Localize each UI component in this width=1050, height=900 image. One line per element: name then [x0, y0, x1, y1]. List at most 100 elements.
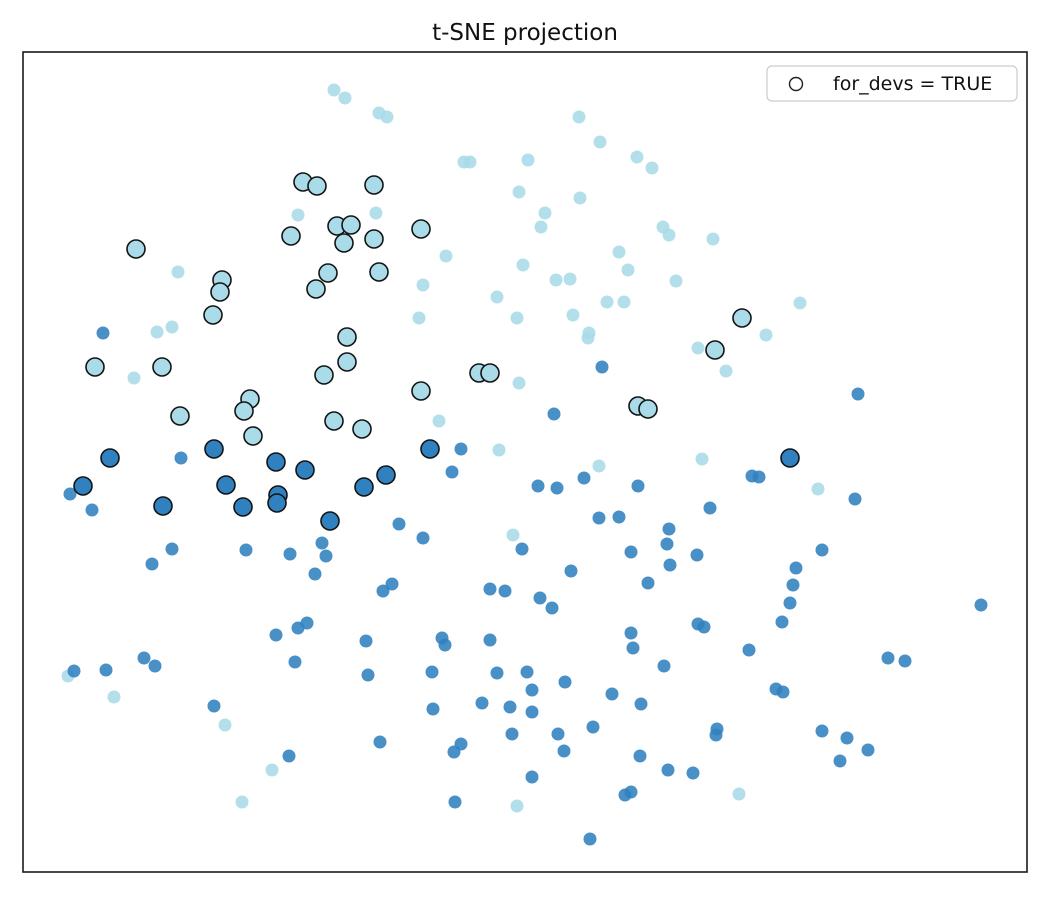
- data-point: [438, 638, 452, 652]
- data-point-for-devs-true: [352, 419, 372, 439]
- data-point: [581, 331, 595, 345]
- data-point: [881, 651, 895, 665]
- data-point: [207, 699, 221, 713]
- data-point: [506, 528, 520, 542]
- data-point-for-devs-true: [267, 493, 287, 513]
- data-point-for-devs-true: [324, 411, 344, 431]
- legend: for_devs = TRUE: [766, 65, 1018, 102]
- data-point: [645, 161, 659, 175]
- data-point: [475, 696, 489, 710]
- data-point: [898, 654, 912, 668]
- data-point: [361, 668, 375, 682]
- data-point: [439, 249, 453, 263]
- data-point: [218, 718, 232, 732]
- data-point: [269, 628, 283, 642]
- data-point: [686, 766, 700, 780]
- data-point: [706, 232, 720, 246]
- data-point: [732, 787, 746, 801]
- data-point: [300, 616, 314, 630]
- legend-open-circle-icon: [788, 76, 804, 92]
- data-point: [510, 311, 524, 325]
- data-point: [662, 522, 676, 536]
- data-point-for-devs-true: [234, 401, 254, 421]
- data-point: [448, 795, 462, 809]
- data-point: [291, 208, 305, 222]
- data-point: [174, 451, 188, 465]
- data-point: [483, 582, 497, 596]
- data-point: [549, 273, 563, 287]
- data-point: [633, 749, 647, 763]
- data-point-for-devs-true: [318, 263, 338, 283]
- data-point: [538, 206, 552, 220]
- data-point-for-devs-true: [266, 452, 286, 472]
- data-point: [703, 501, 717, 515]
- data-point-for-devs-true: [420, 439, 440, 459]
- data-point: [282, 749, 296, 763]
- data-point: [612, 510, 626, 524]
- data-point: [463, 155, 477, 169]
- data-point-for-devs-true: [780, 448, 800, 468]
- data-point: [557, 744, 571, 758]
- data-point-for-devs-true: [204, 439, 224, 459]
- data-point: [380, 110, 394, 124]
- data-point-for-devs-true: [152, 357, 172, 377]
- data-point: [815, 724, 829, 738]
- data-point: [564, 564, 578, 578]
- data-point: [171, 265, 185, 279]
- data-point: [445, 465, 459, 479]
- data-point: [775, 615, 789, 629]
- data-point: [308, 567, 322, 581]
- data-point-for-devs-true: [732, 308, 752, 328]
- data-point: [573, 191, 587, 205]
- data-point: [545, 601, 559, 615]
- data-point: [525, 705, 539, 719]
- data-point: [605, 687, 619, 701]
- data-point: [631, 479, 645, 493]
- legend-label: for_devs = TRUE: [833, 73, 992, 95]
- data-point-for-devs-true: [243, 426, 263, 446]
- data-point: [793, 296, 807, 310]
- data-point: [577, 471, 591, 485]
- data-point: [533, 591, 547, 605]
- data-point-for-devs-true: [203, 305, 223, 325]
- data-point: [515, 542, 529, 556]
- data-point: [662, 228, 676, 242]
- data-point: [695, 452, 709, 466]
- data-point: [595, 360, 609, 374]
- data-point: [840, 731, 854, 745]
- data-point: [719, 364, 733, 378]
- data-point: [709, 728, 723, 742]
- data-point: [583, 832, 597, 846]
- data-point: [586, 720, 600, 734]
- data-point: [624, 785, 638, 799]
- scatter-points: [61, 83, 988, 846]
- data-point: [165, 320, 179, 334]
- data-point: [498, 584, 512, 598]
- data-point: [127, 371, 141, 385]
- data-point: [99, 663, 113, 677]
- data-point: [96, 326, 110, 340]
- data-point-for-devs-true: [126, 239, 146, 259]
- data-point: [630, 150, 644, 164]
- data-point: [551, 727, 565, 741]
- data-point-for-devs-true: [337, 327, 357, 347]
- data-point-for-devs-true: [306, 279, 326, 299]
- data-point: [572, 110, 586, 124]
- data-point-for-devs-true: [364, 175, 384, 195]
- data-point: [338, 91, 352, 105]
- data-point-for-devs-true: [705, 340, 725, 360]
- data-point-for-devs-true: [295, 460, 315, 480]
- chart-title: t-SNE projection: [432, 20, 618, 46]
- data-point: [759, 328, 773, 342]
- data-point: [776, 685, 790, 699]
- data-point-for-devs-true: [85, 357, 105, 377]
- data-point: [392, 517, 406, 531]
- data-point: [550, 481, 564, 495]
- data-point: [85, 503, 99, 517]
- data-point: [974, 598, 988, 612]
- data-point: [624, 545, 638, 559]
- data-point-for-devs-true: [281, 226, 301, 246]
- data-point-for-devs-true: [153, 496, 173, 516]
- data-point: [447, 745, 461, 759]
